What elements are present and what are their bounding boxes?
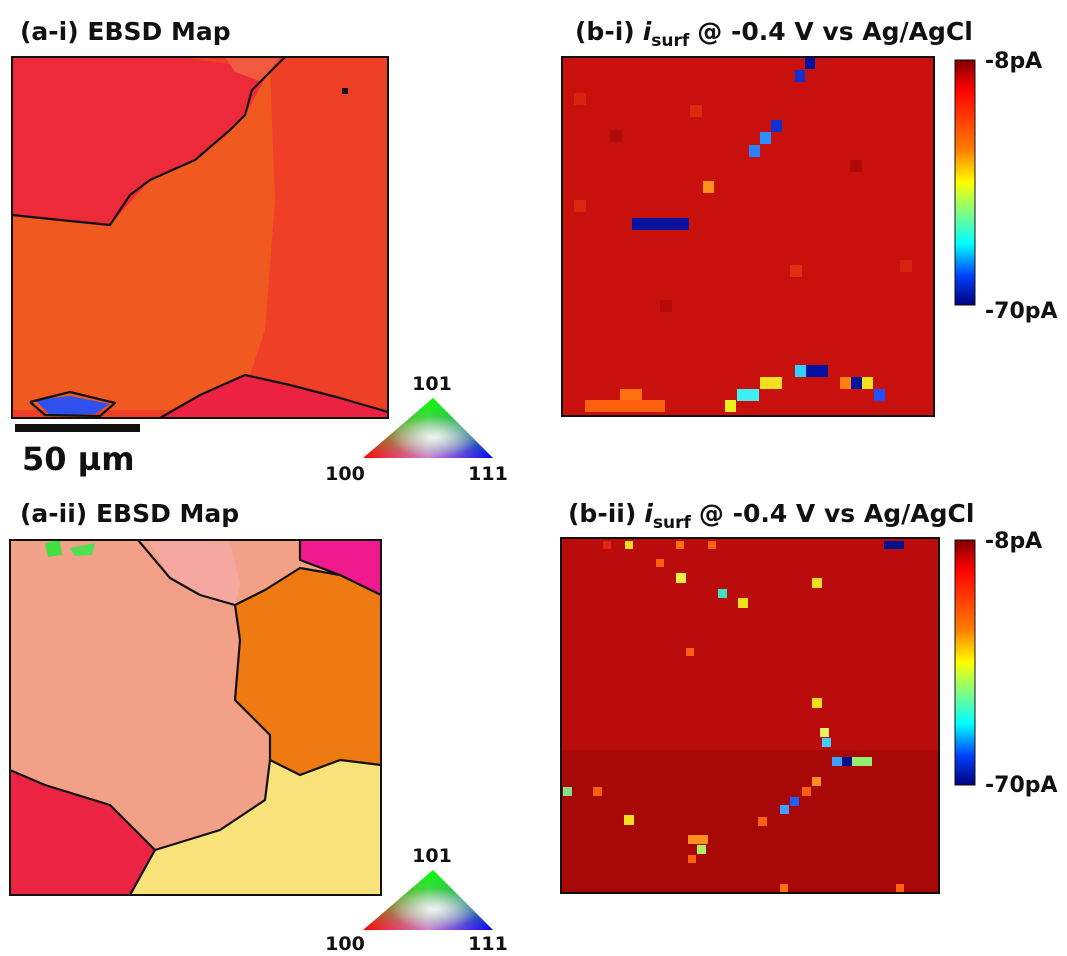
map-cell [697, 845, 706, 854]
map-cell [840, 377, 851, 389]
title-condition: @ -0.4 V vs Ag/AgCl [697, 17, 973, 46]
map-cell [718, 589, 727, 598]
map-cell [812, 777, 821, 786]
map-cell [603, 541, 611, 549]
map-cell [625, 541, 633, 549]
ipf-label: 101 [412, 373, 452, 395]
map-cell [760, 132, 771, 144]
map-cell [574, 200, 586, 212]
map-cell [822, 738, 831, 747]
map-cell [795, 365, 806, 377]
title-subscript: surf [653, 513, 692, 533]
scale-label: 50 µm [22, 440, 135, 478]
colorbar [955, 540, 975, 785]
map-cell [632, 218, 689, 230]
ipf-label: 100 [325, 933, 365, 955]
map-cell [795, 70, 805, 82]
grain [45, 540, 62, 557]
map-cell [676, 541, 684, 549]
title-prefix: (b-ii) [568, 499, 636, 528]
map-cell [610, 130, 622, 142]
map-cell [738, 598, 748, 608]
scale-bar [15, 424, 140, 432]
ipf-label: 101 [412, 845, 452, 867]
map-cell [884, 541, 904, 549]
map-cell [656, 559, 664, 567]
map-cell [737, 389, 759, 401]
ipf-label: 100 [325, 463, 365, 485]
map-cell [862, 377, 873, 389]
map-cell [563, 787, 572, 796]
map-cell [771, 120, 782, 132]
map-cell [660, 300, 672, 312]
map-cell [780, 884, 788, 892]
grain [342, 88, 348, 94]
map-cell [749, 145, 760, 157]
page: {"panels": [ {"title": "(a-i) EBSD Map",… [0, 0, 1067, 956]
figure: (a-i) EBSD Map 50 µm 101 100 111 (b-i)is… [0, 0, 1067, 956]
map-cell [686, 648, 694, 656]
map-cell [874, 389, 885, 401]
map-cell [688, 855, 696, 863]
map-cell [851, 377, 862, 389]
map-cell [585, 400, 665, 412]
title-subscript: surf [651, 31, 690, 51]
map-cell [593, 787, 602, 796]
map-cell [820, 728, 829, 737]
current-map [562, 57, 934, 416]
panel-title: (a-i) EBSD Map [20, 17, 231, 46]
panel-b-i: (b-i)isurf@ -0.4 V vs Ag/AgCl -8pA -70pA [562, 17, 1058, 416]
map-cell [676, 573, 686, 583]
map-cell [812, 698, 822, 708]
panel-title: (b-i)isurf@ -0.4 V vs Ag/AgCl [575, 17, 973, 51]
panel-a-ii: (a-ii) EBSD Map 101 100 111 [10, 499, 508, 955]
map-cell [812, 578, 822, 588]
map-cell [624, 815, 634, 825]
map-cell [690, 105, 702, 117]
ipf-triangle [363, 870, 493, 930]
map-cell [688, 835, 708, 844]
panel-title: (b-ii)isurf@ -0.4 V vs Ag/AgCl [568, 499, 974, 533]
colorbar [955, 60, 975, 305]
map-cell [842, 757, 852, 766]
title-condition: @ -0.4 V vs Ag/AgCl [699, 499, 975, 528]
colorbar-label: -70pA [985, 299, 1058, 324]
panel-b-ii: (b-ii)isurf@ -0.4 V vs Ag/AgCl -8pA -70p… [561, 499, 1058, 893]
colorbar-label: -70pA [985, 773, 1058, 798]
map-cell [806, 365, 828, 377]
map-cell [900, 260, 912, 272]
panel-a-i: (a-i) EBSD Map 50 µm 101 100 111 [12, 17, 508, 485]
map-cell [790, 265, 802, 277]
map-cell [780, 805, 789, 814]
ipf-label: 111 [468, 933, 508, 955]
map-cell [802, 787, 811, 796]
title-prefix: (b-i) [575, 17, 635, 46]
current-map-region [561, 750, 939, 893]
map-cell [832, 757, 842, 766]
map-cell [574, 93, 586, 105]
map-cell [758, 817, 767, 826]
map-cell [725, 400, 736, 412]
map-cell [852, 757, 872, 766]
map-cell [708, 541, 716, 549]
map-cell [790, 797, 799, 806]
ipf-label: 111 [468, 463, 508, 485]
map-cell [703, 181, 714, 193]
map-cell [896, 884, 904, 892]
map-cell [760, 377, 782, 389]
colorbar-label: -8pA [985, 49, 1042, 74]
map-cell [850, 160, 862, 172]
panel-title: (a-ii) EBSD Map [20, 499, 239, 528]
map-cell [805, 57, 815, 69]
map-cell [620, 389, 642, 401]
colorbar-label: -8pA [985, 529, 1042, 554]
